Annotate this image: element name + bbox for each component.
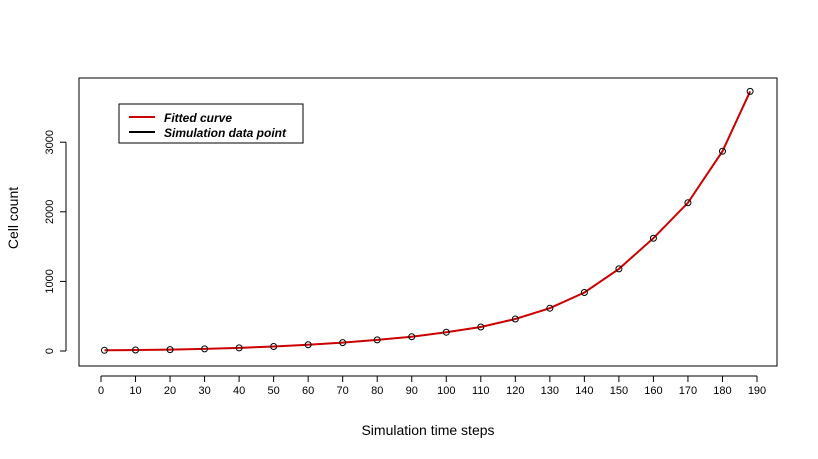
fitted-curve-line: [104, 90, 752, 352]
x-tick-label: 130: [541, 385, 559, 397]
data-point: [373, 336, 381, 344]
x-tick-label: 90: [406, 385, 418, 397]
data-point: [580, 289, 588, 297]
x-tick-label: 40: [233, 385, 245, 397]
x-axis: 0 10 20 30 40 50 60 70 80 90 100 110 120 130 140 150 160…: [98, 375, 766, 397]
x-tick-label: 60: [302, 385, 314, 397]
data-point: [615, 265, 623, 273]
x-tick-label: 20: [164, 385, 176, 397]
data-point: [100, 346, 108, 354]
x-tick-label: 80: [371, 385, 383, 397]
legend-label-fitted-curve: Fitted curve: [164, 111, 232, 125]
data-point: [546, 304, 554, 312]
x-tick-label: 30: [198, 385, 210, 397]
simulation-data-series: [100, 87, 754, 354]
data-point: [408, 333, 416, 341]
x-tick-label: 70: [337, 385, 349, 397]
legend: Fitted curve Simulation data point: [118, 103, 304, 144]
data-point: [304, 341, 312, 349]
data-point: [649, 234, 657, 242]
data-point: [270, 342, 278, 350]
data-point: [132, 346, 140, 354]
data-point: [339, 339, 347, 347]
x-tick-label: 110: [472, 385, 490, 397]
x-tick-label: 180: [713, 385, 731, 397]
data-point: [235, 344, 243, 352]
x-tick-label: 0: [98, 385, 104, 397]
data-point: [442, 328, 450, 336]
data-point: [746, 87, 754, 95]
y-axis-title: Cell count: [5, 187, 21, 249]
x-tick-label: 190: [748, 385, 766, 397]
plot-frame: [78, 77, 778, 367]
legend-box: [118, 103, 304, 144]
x-axis-title: Simulation time steps: [361, 422, 494, 438]
data-point: [684, 199, 692, 207]
fitted-curve-series: [104, 90, 752, 352]
data-point: [718, 147, 726, 155]
y-tick-label: 1000: [44, 269, 56, 293]
x-tick-label: 170: [679, 385, 697, 397]
x-tick-label: 150: [610, 385, 628, 397]
x-tick-label: 140: [575, 385, 593, 397]
y-axis: 0 1000 2000 3000: [44, 130, 67, 354]
x-tick-label: 120: [506, 385, 524, 397]
x-tick-label: 160: [644, 385, 662, 397]
y-tick-label: 2000: [44, 200, 56, 224]
data-point: [201, 345, 209, 353]
data-point: [477, 323, 485, 331]
x-tick-label: 100: [437, 385, 455, 397]
y-tick-label: 3000: [44, 130, 56, 154]
x-tick-label: 50: [268, 385, 280, 397]
data-point: [511, 315, 519, 323]
x-tick-label: 10: [129, 385, 141, 397]
data-point: [166, 346, 174, 354]
y-tick-label: 0: [44, 348, 56, 354]
legend-label-simulation-data-point: Simulation data point: [164, 126, 287, 140]
